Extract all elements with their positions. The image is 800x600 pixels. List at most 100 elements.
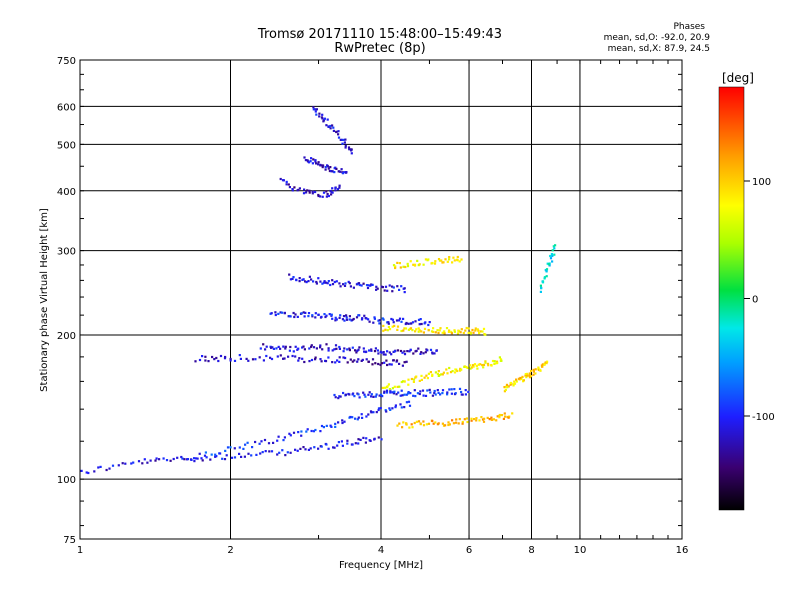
phases-heading: Phases [673, 22, 705, 32]
data-point [398, 385, 401, 388]
data-point [342, 391, 345, 395]
data-point [392, 350, 395, 353]
data-point [357, 393, 360, 396]
data-point [402, 421, 405, 424]
data-point [245, 357, 248, 360]
data-point [348, 315, 351, 318]
data-point [539, 290, 542, 293]
data-point [380, 438, 383, 441]
data-point [370, 349, 373, 352]
data-point [319, 346, 322, 349]
data-point [498, 356, 501, 359]
data-point [141, 462, 144, 465]
data-point [394, 404, 397, 407]
data-point [285, 183, 288, 186]
data-point [526, 372, 529, 375]
colorbar [718, 86, 745, 511]
data-point [361, 358, 364, 361]
data-point [331, 279, 334, 282]
data-point [320, 360, 323, 363]
data-point [383, 390, 386, 393]
data-point [447, 423, 450, 427]
data-point [414, 330, 417, 333]
data-point [209, 458, 212, 461]
data-point [413, 421, 416, 425]
data-point [534, 372, 537, 375]
data-point [351, 443, 354, 446]
data-point [483, 417, 486, 420]
data-point [462, 331, 465, 335]
data-point [195, 457, 198, 460]
data-point [298, 357, 301, 360]
data-point [405, 423, 408, 426]
data-point [442, 371, 445, 374]
data-point [433, 389, 436, 393]
data-point [500, 414, 504, 417]
y-axis-ticks: 750 600 500 400 300 200 100 75 [57, 56, 682, 546]
data-point [365, 317, 368, 320]
data-point [275, 347, 278, 350]
data-point [325, 443, 328, 446]
data-point [387, 383, 390, 386]
data-point [204, 355, 207, 358]
data-point [452, 256, 455, 259]
x-tick-label: 8 [528, 545, 534, 556]
data-point [377, 408, 380, 412]
data-point [396, 328, 399, 331]
data-point [348, 318, 351, 321]
data-point [310, 358, 314, 362]
data-point [324, 315, 327, 319]
data-point [391, 325, 394, 328]
data-point [365, 350, 368, 353]
x-tick-label: 2 [227, 545, 233, 556]
data-point [382, 351, 385, 354]
data-point [322, 120, 325, 123]
data-point [315, 347, 318, 350]
data-point [441, 392, 444, 395]
data-point [532, 373, 535, 376]
data-point [458, 369, 462, 372]
data-point [326, 118, 329, 121]
data-point [503, 412, 506, 415]
data-point [417, 330, 420, 333]
data-point [318, 115, 321, 118]
data-point [397, 391, 400, 394]
data-point [445, 368, 448, 371]
data-point [528, 372, 531, 375]
data-point [351, 318, 354, 321]
data-point [306, 428, 309, 431]
data-point [365, 284, 369, 287]
data-point [451, 261, 454, 264]
data-point [251, 358, 255, 361]
data-point [401, 426, 404, 429]
data-point [373, 437, 376, 440]
data-point [458, 260, 461, 263]
data-point [289, 315, 292, 318]
data-point [356, 418, 359, 421]
data-point [530, 369, 533, 373]
data-point [312, 346, 316, 349]
y-tick-label: 100 [57, 475, 76, 486]
data-point [108, 467, 111, 470]
data-point [384, 285, 388, 288]
data-point [463, 418, 466, 421]
data-point [292, 431, 296, 434]
data-point [370, 348, 373, 351]
data-point [380, 351, 383, 354]
data-point [300, 434, 303, 437]
data-point [297, 431, 300, 434]
data-point [430, 330, 434, 333]
data-point [314, 358, 317, 361]
data-point [375, 411, 378, 414]
data-point [392, 264, 396, 267]
data-point [344, 282, 347, 285]
data-point [384, 409, 387, 412]
data-point [487, 364, 490, 367]
data-point [341, 172, 345, 175]
data-point [539, 368, 542, 371]
data-point [364, 395, 367, 398]
data-point [259, 452, 262, 455]
data-point [396, 285, 399, 288]
data-point [327, 349, 330, 352]
data-point [382, 324, 385, 327]
